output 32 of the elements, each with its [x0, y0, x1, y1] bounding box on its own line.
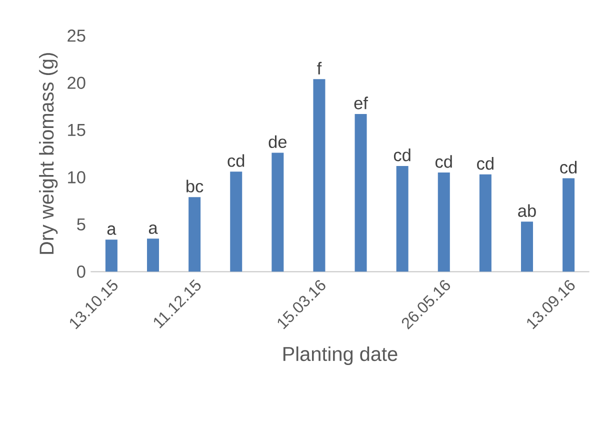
data-label: a	[107, 225, 116, 235]
bar	[105, 240, 118, 272]
data-label: cd	[477, 157, 494, 170]
y-tick-label: 15	[68, 124, 86, 136]
bar	[396, 166, 408, 272]
data-label: cd	[228, 154, 244, 167]
data-label: cd	[560, 160, 577, 174]
x-axis-title: Planting date	[283, 346, 398, 366]
bar	[230, 172, 242, 272]
data-label: de	[268, 135, 286, 148]
bar	[147, 238, 159, 272]
y-tick-label: 5	[77, 218, 86, 230]
data-label: ab	[518, 204, 536, 217]
data-label: cd	[394, 148, 410, 162]
bar	[272, 152, 284, 272]
data-label: a	[148, 224, 158, 234]
data-label: ef	[354, 96, 368, 110]
data-label: f	[317, 62, 322, 74]
y-tick-label: 25	[68, 30, 86, 42]
bar	[188, 197, 201, 272]
y-axis-title: Dry weight biomass (g)	[39, 53, 58, 254]
bar	[354, 114, 367, 272]
bar	[313, 79, 326, 272]
bar	[562, 178, 575, 272]
data-label: cd	[436, 155, 452, 168]
data-label: bc	[186, 180, 204, 192]
y-tick-label: 20	[68, 76, 86, 89]
bar	[479, 174, 492, 272]
bar	[521, 222, 534, 272]
y-tick-label: 10	[68, 171, 86, 184]
bar	[438, 172, 450, 272]
y-tick-label: 0	[77, 266, 86, 278]
